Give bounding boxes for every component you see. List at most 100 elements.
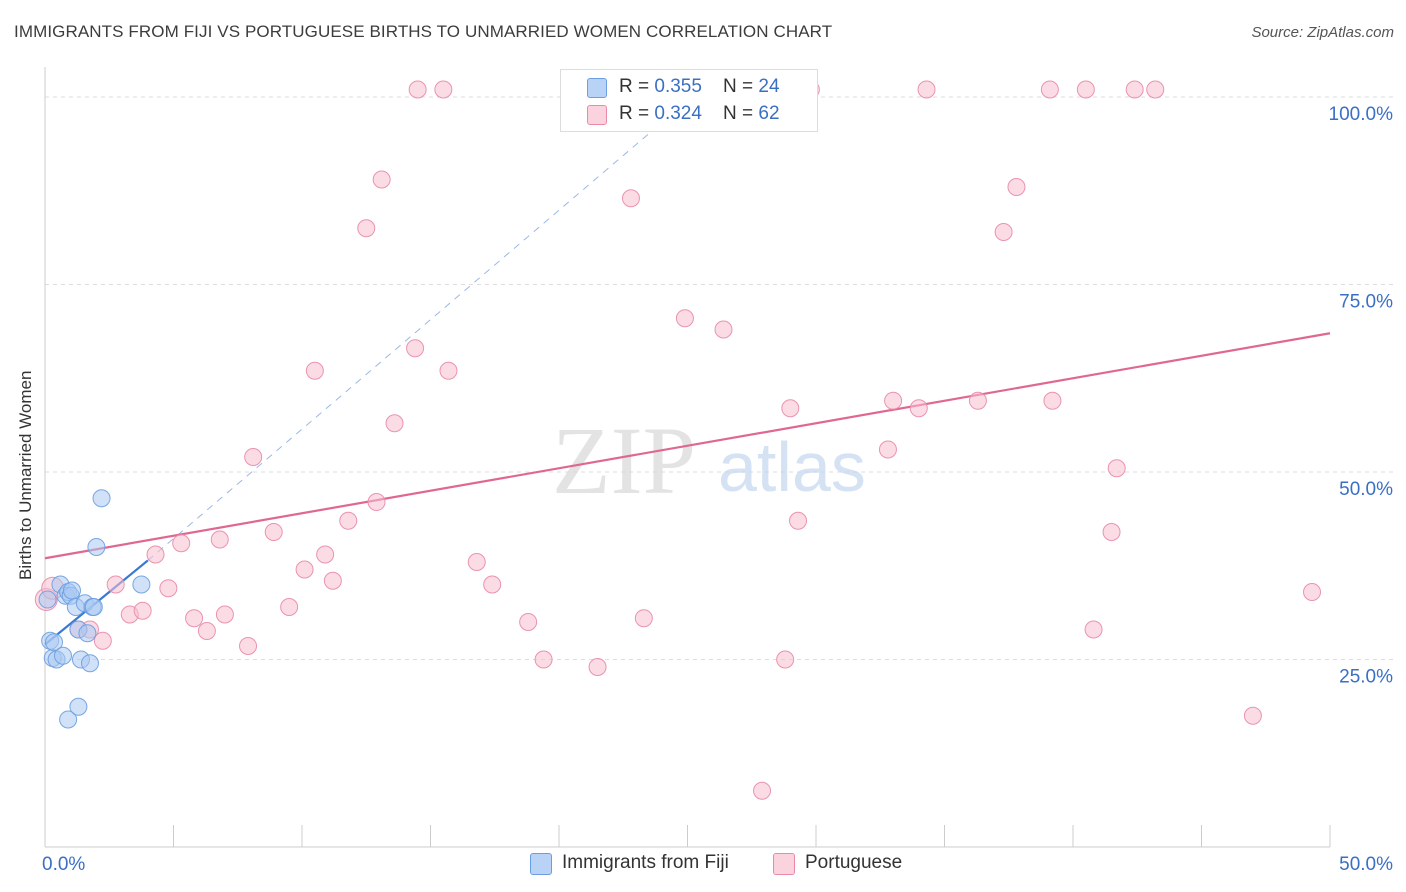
point-portuguese-40 <box>714 320 733 339</box>
point-portuguese-41 <box>753 781 772 800</box>
portuguese-n-value: 62 <box>758 103 780 124</box>
point-portuguese-25 <box>367 493 386 511</box>
point-portuguese-34 <box>519 613 538 631</box>
point-fiji-21 <box>87 538 106 556</box>
point-portuguese-61 <box>1243 706 1262 725</box>
bottom-portuguese-swatch <box>773 853 795 875</box>
point-fiji-20 <box>84 598 103 616</box>
fiji-n-label: N = <box>723 76 759 97</box>
point-portuguese-9 <box>159 579 178 598</box>
point-portuguese-53 <box>1043 391 1062 410</box>
gridlines <box>45 96 1395 660</box>
point-portuguese-27 <box>385 414 404 433</box>
portuguese-swatch <box>587 105 607 125</box>
point-portuguese-5 <box>106 575 125 594</box>
bottom-portuguese-label: Portuguese <box>805 852 903 873</box>
fiji-r-label: R = <box>619 76 655 97</box>
point-portuguese-47 <box>884 391 903 410</box>
point-portuguese-8 <box>146 545 165 564</box>
point-portuguese-17 <box>264 523 283 541</box>
point-portuguese-28 <box>406 339 425 358</box>
point-portuguese-46 <box>878 440 897 459</box>
axes <box>44 67 1331 848</box>
watermark-atlas: atlas <box>718 428 866 506</box>
point-portuguese-58 <box>1107 459 1126 478</box>
trend-dashed-fiji <box>147 100 688 561</box>
chart-title: IMMIGRANTS FROM FIJI VS PORTUGUESE BIRTH… <box>14 22 833 41</box>
point-portuguese-59 <box>1125 80 1144 99</box>
point-fiji-17 <box>78 624 97 643</box>
y-tick-label-3: 100.0% <box>1329 104 1394 125</box>
point-portuguese-4 <box>93 631 112 650</box>
point-portuguese-60 <box>1146 80 1165 99</box>
watermark: ZIP atlas <box>552 407 866 514</box>
point-fiji-6 <box>53 646 72 665</box>
point-portuguese-42 <box>776 650 795 669</box>
point-fiji-9 <box>59 710 78 729</box>
trend-lines <box>44 100 1331 646</box>
point-fiji-14 <box>69 697 88 716</box>
point-portuguese-57 <box>1102 523 1121 541</box>
point-portuguese-26 <box>372 170 391 189</box>
point-portuguese-56 <box>1084 620 1103 639</box>
point-portuguese-50 <box>968 391 987 410</box>
point-portuguese-55 <box>1076 80 1095 99</box>
point-portuguese-39 <box>675 309 694 328</box>
point-portuguese-62 <box>1303 583 1322 601</box>
point-portuguese-15 <box>239 637 258 655</box>
bottom-fiji-label: Immigrants from Fiji <box>562 852 729 873</box>
point-portuguese-22 <box>323 571 342 590</box>
point-portuguese-16 <box>244 448 263 466</box>
point-portuguese-13 <box>210 530 229 549</box>
point-portuguese-7 <box>133 601 152 620</box>
point-portuguese-23 <box>339 511 358 530</box>
trend-line-portuguese <box>44 332 1331 560</box>
point-portuguese-18 <box>280 598 299 616</box>
x-tick-label-0: 0.0% <box>42 854 85 875</box>
watermark-zip: ZIP <box>552 407 696 514</box>
legend-portuguese-text: R = 0.324 N = 62 <box>619 103 780 125</box>
point-fiji-11 <box>62 581 81 600</box>
point-portuguese-11 <box>185 609 204 628</box>
point-portuguese-37 <box>621 189 640 208</box>
data-points <box>34 80 1322 800</box>
point-portuguese-32 <box>467 553 486 571</box>
point-portuguese-54 <box>1040 80 1059 99</box>
point-portuguese-31 <box>439 361 458 380</box>
point-fiji-22 <box>92 489 111 508</box>
point-portuguese-24 <box>357 219 376 238</box>
source-label: Source: ZipAtlas.com <box>1251 24 1394 41</box>
point-portuguese-21 <box>316 545 335 564</box>
point-portuguese-38 <box>634 609 653 628</box>
point-fiji-18 <box>80 654 99 673</box>
x-tick-label-1: 50.0% <box>1339 854 1393 875</box>
point-portuguese-20 <box>305 361 324 380</box>
y-tick-label-1: 50.0% <box>1339 479 1393 500</box>
point-portuguese-14 <box>215 605 234 624</box>
point-fiji-3 <box>44 633 63 652</box>
point-portuguese-43 <box>781 399 800 418</box>
point-portuguese-30 <box>434 80 453 99</box>
y-tick-label-2: 75.0% <box>1339 292 1393 313</box>
point-portuguese-29 <box>408 80 427 99</box>
point-portuguese-48 <box>909 399 928 418</box>
fiji-n-value: 24 <box>758 76 780 97</box>
stats-legend: R = 0.355 N = 24 R = 0.324 N = 62 <box>560 69 818 132</box>
point-fiji-23 <box>132 575 151 594</box>
point-portuguese-44 <box>789 511 808 530</box>
portuguese-n-label: N = <box>723 103 759 124</box>
y-tick-label-0: 25.0% <box>1339 667 1393 688</box>
portuguese-r-value: 0.324 <box>654 103 702 124</box>
fiji-r-value: 0.355 <box>654 76 702 97</box>
legend-fiji-text: R = 0.355 N = 24 <box>619 76 780 98</box>
point-fiji-0 <box>38 590 57 609</box>
point-portuguese-33 <box>483 575 502 594</box>
point-portuguese-12 <box>197 622 216 640</box>
tick-labels: 25.0% 50.0% 75.0% 100.0% 0.0% 50.0% <box>42 104 1393 875</box>
point-portuguese-36 <box>588 658 607 676</box>
y-axis-label: Births to Unmarried Women <box>16 370 35 580</box>
fiji-swatch <box>587 78 607 98</box>
bottom-fiji-swatch <box>530 853 552 875</box>
point-portuguese-19 <box>295 560 314 579</box>
